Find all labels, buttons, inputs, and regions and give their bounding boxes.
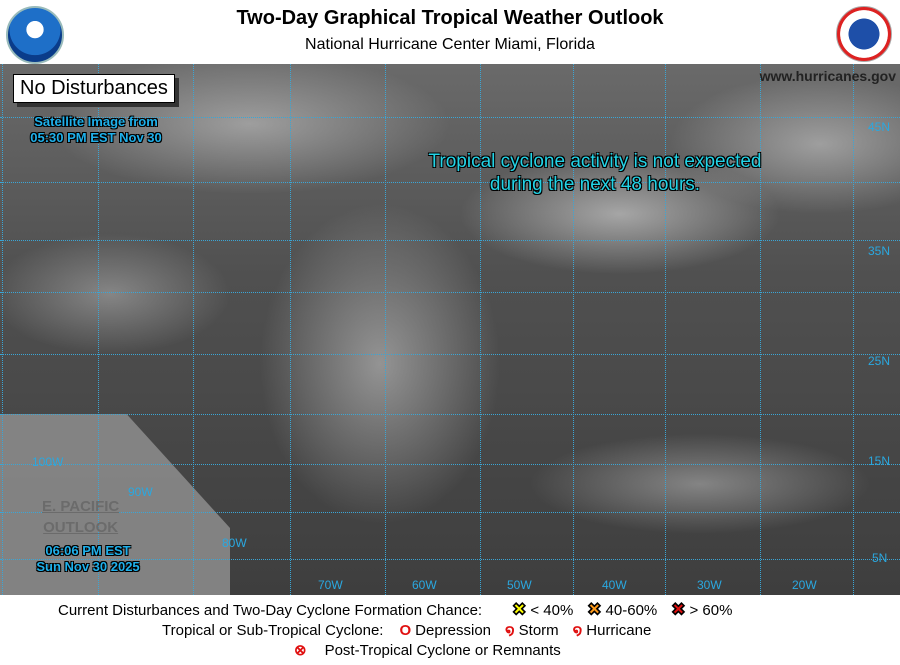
noaa-logo[interactable]: [6, 6, 64, 64]
satellite-line1: Satellite Image from: [34, 114, 158, 129]
lat-label: 15N: [868, 454, 891, 468]
latitude-gridline: [0, 292, 900, 293]
medium-chance-label: 40-60%: [605, 601, 658, 619]
latitude-gridline: [0, 414, 900, 415]
lat-label: 5N: [872, 551, 888, 565]
longitude-gridline: [193, 64, 194, 595]
latitude-gridline: [0, 354, 900, 355]
cyclone-legend: Tropical or Sub-Tropical Cyclone: O Depr…: [162, 620, 651, 640]
formation-label: Current Disturbances and Two-Day Cyclone…: [58, 601, 483, 619]
longitude-gridline: [98, 64, 99, 595]
latitude-gridline: [0, 117, 900, 118]
lon-label: 80W: [222, 536, 247, 550]
epac-line1: E. PACIFIC: [42, 498, 120, 515]
cyclone-label: Tropical or Sub-Tropical Cyclone:: [162, 621, 384, 639]
issued-timestamp: 06:06 PM EST Sun Nov 30 2025: [18, 543, 158, 575]
longitude-gridline: [480, 64, 481, 595]
latitude-gridline: [0, 240, 900, 241]
hurricane-label: Hurricane: [586, 621, 652, 639]
longitude-gridline: [290, 64, 291, 595]
lat-label: 35N: [868, 244, 891, 258]
outlook-message: Tropical cyclone activity is not expecte…: [380, 150, 810, 196]
nws-logo[interactable]: [836, 6, 892, 62]
high-chance-x-icon: ✖: [671, 600, 686, 620]
lon-label: 90W: [128, 485, 153, 499]
lon-label: 30W: [697, 578, 722, 592]
issued-line1: 06:06 PM EST: [45, 543, 131, 558]
latitude-gridline: [0, 512, 900, 513]
hurricane-icon: ໑: [572, 622, 583, 639]
longitude-gridline: [2, 64, 3, 595]
post-tropical-label: Post-Tropical Cyclone or Remnants: [324, 641, 561, 659]
latitude-gridline: [0, 182, 900, 183]
storm-label: Storm: [518, 621, 559, 639]
depression-icon: O: [399, 621, 412, 639]
depression-label: Depression: [415, 621, 492, 639]
satellite-map: www.hurricanes.gov No Disturbances Satel…: [0, 64, 900, 595]
longitude-gridline: [665, 64, 666, 595]
storm-icon: ໑: [505, 622, 515, 639]
message-line2: during the next 48 hours.: [489, 174, 701, 195]
high-chance-label: > 60%: [689, 601, 733, 619]
longitude-gridline: [853, 64, 854, 595]
page-title: Two-Day Graphical Tropical Weather Outlo…: [236, 7, 664, 29]
post-tropical-icon: ⊗: [294, 642, 307, 659]
latitude-gridline: [0, 464, 900, 465]
epac-line2: OUTLOOK: [43, 519, 119, 536]
medium-chance-x-icon: ✖: [587, 600, 602, 620]
lon-label: 70W: [318, 578, 343, 592]
formation-chance-legend: Current Disturbances and Two-Day Cyclone…: [58, 600, 732, 620]
lon-label: 60W: [412, 578, 437, 592]
satellite-timestamp: Satellite Image from 05:30 PM EST Nov 30: [16, 114, 176, 146]
satellite-line2: 05:30 PM EST Nov 30: [30, 130, 162, 145]
lat-label: 45N: [868, 120, 891, 134]
lon-label: 100W: [32, 455, 64, 469]
latitude-gridline: [0, 559, 900, 560]
website-link[interactable]: www.hurricanes.gov: [759, 68, 896, 84]
lon-label: 40W: [602, 578, 627, 592]
post-tropical-legend: ⊗ Post-Tropical Cyclone or Remnants: [294, 640, 561, 660]
header: Two-Day Graphical Tropical Weather Outlo…: [0, 0, 900, 64]
message-line1: Tropical cyclone activity is not expecte…: [428, 151, 762, 172]
longitude-gridline: [760, 64, 761, 595]
lon-label: 50W: [507, 578, 532, 592]
lat-label: 25N: [868, 354, 891, 368]
low-chance-label: < 40%: [530, 601, 574, 619]
longitude-gridline: [385, 64, 386, 595]
longitude-gridline: [573, 64, 574, 595]
issued-line2: Sun Nov 30 2025: [36, 559, 140, 574]
epac-outlook-link[interactable]: E. PACIFIC OUTLOOK: [42, 496, 119, 538]
lon-label: 20W: [792, 578, 817, 592]
page-subtitle: National Hurricane Center Miami, Florida: [305, 36, 595, 53]
low-chance-x-icon: ✖: [512, 600, 527, 620]
status-box: No Disturbances: [13, 74, 175, 103]
